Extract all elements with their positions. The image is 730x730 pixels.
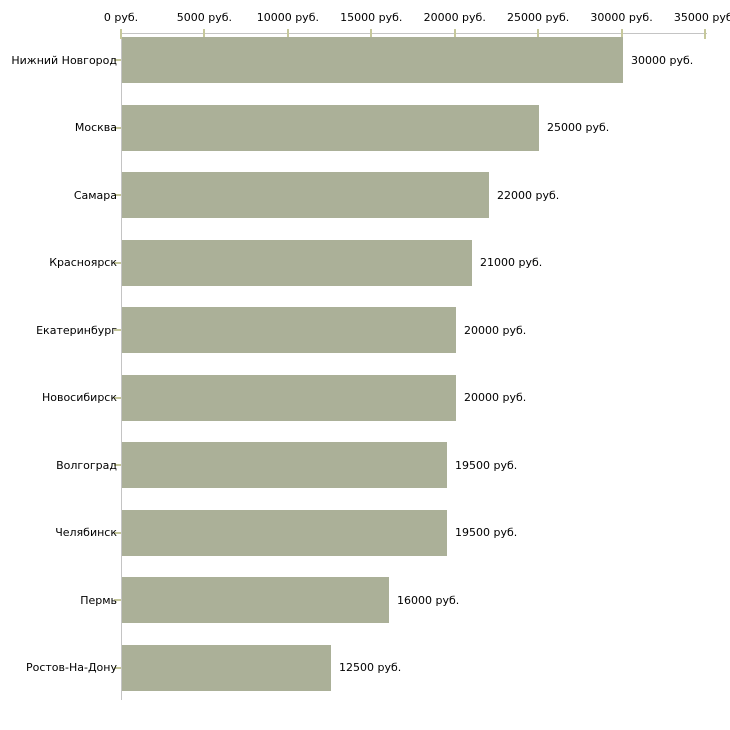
x-axis-tick [120, 29, 122, 39]
x-axis-tick-label: 0 руб. [103, 11, 139, 24]
bar [122, 442, 447, 488]
y-axis-tick [114, 126, 121, 129]
y-axis-tick [114, 329, 121, 331]
value-label: 19500 руб. [455, 458, 518, 472]
value-label: 22000 руб. [497, 188, 560, 202]
y-axis-tick [114, 666, 121, 669]
x-axis-tick-label: 15000 руб. [340, 11, 403, 24]
x-axis-tick-label: 25000 руб. [507, 11, 570, 24]
value-label: 25000 руб. [547, 121, 610, 134]
value-label: 19500 руб. [455, 526, 518, 539]
category-label: Екатеринбург [36, 323, 117, 337]
y-axis-tick [114, 194, 121, 196]
y-axis-tick [114, 531, 121, 534]
x-axis-tick-label: 5000 руб. [176, 11, 233, 24]
x-axis-tick [370, 29, 373, 39]
value-label: 20000 руб. [464, 391, 527, 404]
bar [122, 644, 331, 691]
x-axis-tick [286, 29, 289, 39]
bar [122, 577, 389, 623]
bar [122, 509, 447, 556]
bar [122, 307, 456, 353]
category-label: Самара [73, 188, 117, 202]
value-label: 21000 руб. [480, 256, 543, 269]
category-label: Новосибирск [41, 391, 117, 404]
bar [122, 374, 456, 421]
y-axis-tick [114, 261, 121, 264]
value-label: 16000 руб. [397, 593, 460, 607]
x-axis-tick-label: 10000 руб. [256, 11, 319, 24]
x-axis-tick [537, 29, 540, 39]
value-label: 30000 руб. [631, 53, 694, 67]
x-axis-tick-label: 35000 руб. [673, 11, 730, 24]
bar [122, 239, 472, 286]
x-axis-tick [453, 29, 456, 39]
y-axis-tick [114, 464, 121, 466]
x-axis-tick [620, 29, 623, 39]
x-axis-tick-label: 20000 руб. [423, 11, 486, 24]
x-axis-tick [704, 29, 706, 39]
y-axis-tick [114, 599, 121, 601]
value-label: 20000 руб. [464, 323, 527, 337]
category-label: Красноярск [49, 256, 117, 269]
bar [122, 37, 623, 83]
category-label: Ростов-На-Дону [25, 661, 117, 674]
category-label: Волгоград [56, 458, 117, 472]
category-label: Москва [74, 121, 117, 134]
x-axis-line [121, 33, 707, 34]
bar [122, 172, 489, 218]
category-label: Челябинск [55, 526, 117, 539]
y-axis-line [121, 33, 122, 700]
x-axis-tick-label: 30000 руб. [590, 11, 653, 24]
bar [122, 104, 539, 151]
y-axis-tick [114, 59, 121, 61]
x-axis-tick [203, 29, 206, 39]
value-label: 12500 руб. [339, 661, 402, 674]
y-axis-tick [114, 396, 121, 399]
category-label: Нижний Новгород [11, 53, 117, 67]
category-label: Пермь [80, 593, 117, 607]
